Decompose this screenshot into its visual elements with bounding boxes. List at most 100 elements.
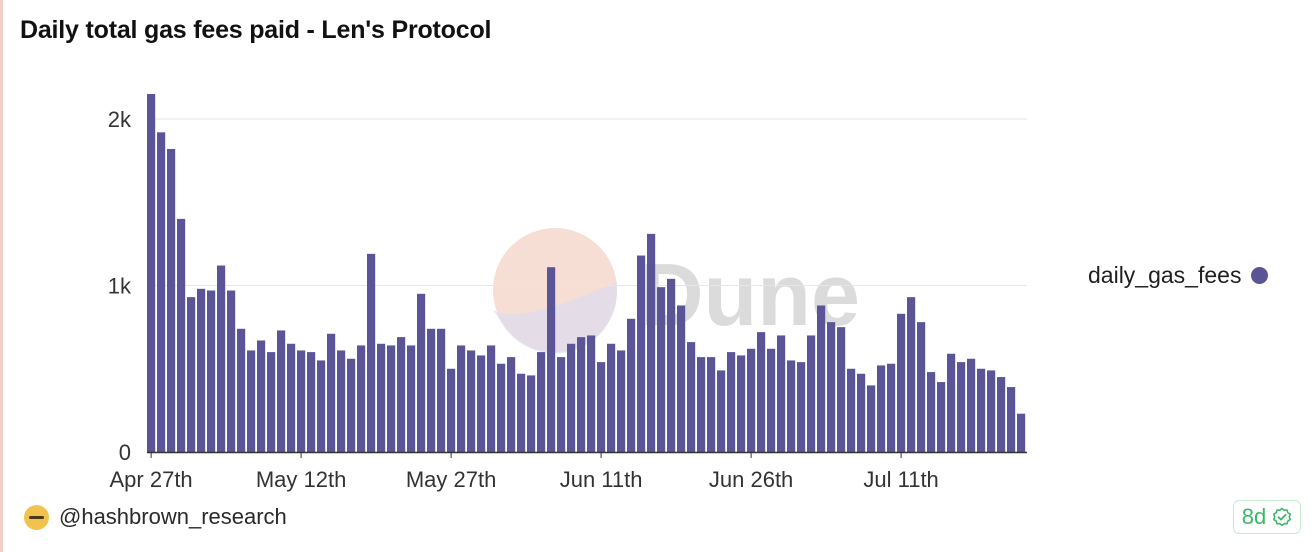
bar[interactable] [167, 148, 176, 452]
bar[interactable] [967, 358, 976, 452]
bar[interactable] [767, 348, 776, 452]
chart-title: Daily total gas fees paid - Len's Protoc… [20, 16, 492, 44]
bar[interactable] [257, 340, 266, 452]
bar[interactable] [237, 328, 246, 452]
bar[interactable] [777, 335, 786, 452]
bar[interactable] [627, 318, 636, 452]
bar[interactable] [937, 382, 946, 452]
bar[interactable] [477, 355, 486, 452]
bar[interactable] [677, 305, 686, 452]
bar[interactable] [877, 365, 886, 452]
bar[interactable] [377, 343, 386, 452]
bar[interactable] [357, 345, 366, 452]
bar[interactable] [617, 350, 626, 452]
bar[interactable] [247, 350, 256, 452]
bar[interactable] [637, 255, 646, 452]
bar[interactable] [927, 372, 936, 452]
bar[interactable] [1017, 413, 1026, 452]
bar[interactable] [657, 287, 666, 452]
bar[interactable] [507, 357, 516, 452]
bar[interactable] [607, 343, 616, 452]
bar[interactable] [487, 345, 496, 452]
bar[interactable] [997, 377, 1006, 452]
bar[interactable] [207, 290, 216, 453]
bar[interactable] [697, 357, 706, 452]
legend[interactable]: daily_gas_fees [1088, 262, 1269, 289]
bar[interactable] [1007, 387, 1016, 452]
bar[interactable] [307, 352, 316, 452]
bar[interactable] [177, 218, 186, 452]
bar[interactable] [347, 358, 356, 452]
bar[interactable] [397, 337, 406, 452]
bar[interactable] [747, 348, 756, 452]
x-tick-label: Jun 26th [709, 467, 793, 492]
bar[interactable] [897, 313, 906, 452]
bar[interactable] [227, 290, 236, 453]
refresh-age-badge[interactable]: 8d [1233, 500, 1301, 534]
bar[interactable] [287, 343, 296, 452]
bar[interactable] [157, 132, 166, 452]
bar[interactable] [947, 353, 956, 452]
bar[interactable] [407, 345, 416, 452]
legend-label: daily_gas_fees [1088, 262, 1242, 288]
bar[interactable] [197, 288, 206, 452]
bar[interactable] [917, 322, 926, 452]
bar[interactable] [417, 293, 426, 452]
bar[interactable] [317, 360, 326, 452]
author-link[interactable]: @hashbrown_research [24, 504, 287, 530]
bar[interactable] [687, 342, 696, 452]
bar[interactable] [757, 332, 766, 452]
bar[interactable] [457, 345, 466, 452]
bar[interactable] [447, 368, 456, 452]
bar[interactable] [977, 368, 986, 452]
bar[interactable] [327, 333, 336, 452]
bar[interactable] [827, 322, 836, 452]
bar[interactable] [267, 352, 276, 452]
bar[interactable] [297, 350, 306, 452]
bar[interactable] [837, 327, 846, 453]
bar[interactable] [277, 330, 286, 452]
bar[interactable] [387, 345, 396, 452]
bar[interactable] [587, 335, 596, 452]
bar[interactable] [647, 233, 656, 452]
x-tick-label: May 12th [256, 467, 347, 492]
bar[interactable] [797, 362, 806, 452]
bar[interactable] [727, 352, 736, 452]
bar[interactable] [867, 385, 876, 452]
bar-layer [147, 94, 1026, 453]
bar[interactable] [537, 352, 546, 452]
bar[interactable] [577, 337, 586, 452]
axis-layer: 0 1k 2k Apr 27th May 12th May 27th Jun 11th Jun… [108, 107, 1027, 492]
bar[interactable] [597, 362, 606, 452]
bar[interactable] [187, 297, 196, 452]
bar[interactable] [547, 267, 556, 452]
legend-dot-icon [1251, 267, 1269, 284]
bar[interactable] [707, 357, 716, 452]
bar[interactable] [367, 253, 376, 452]
bar[interactable] [667, 278, 676, 452]
bar[interactable] [147, 94, 156, 453]
y-tick-label: 1k [108, 274, 132, 299]
bar[interactable] [527, 375, 536, 452]
bar[interactable] [957, 362, 966, 452]
bar[interactable] [467, 350, 476, 452]
bar[interactable] [497, 363, 506, 452]
bar[interactable] [217, 265, 226, 452]
bar[interactable] [717, 370, 726, 452]
bar[interactable] [437, 328, 446, 452]
grid-layer [147, 118, 1027, 286]
bar[interactable] [557, 357, 566, 452]
bar[interactable] [907, 297, 916, 452]
bar[interactable] [517, 373, 526, 452]
bar[interactable] [567, 343, 576, 452]
bar[interactable] [987, 370, 996, 452]
bar[interactable] [887, 363, 896, 452]
bar[interactable] [847, 368, 856, 452]
bar[interactable] [817, 305, 826, 452]
bar[interactable] [807, 335, 816, 452]
bar[interactable] [857, 373, 866, 452]
bar[interactable] [737, 355, 746, 452]
bar[interactable] [337, 350, 346, 452]
bar[interactable] [787, 360, 796, 452]
bar[interactable] [427, 328, 436, 452]
